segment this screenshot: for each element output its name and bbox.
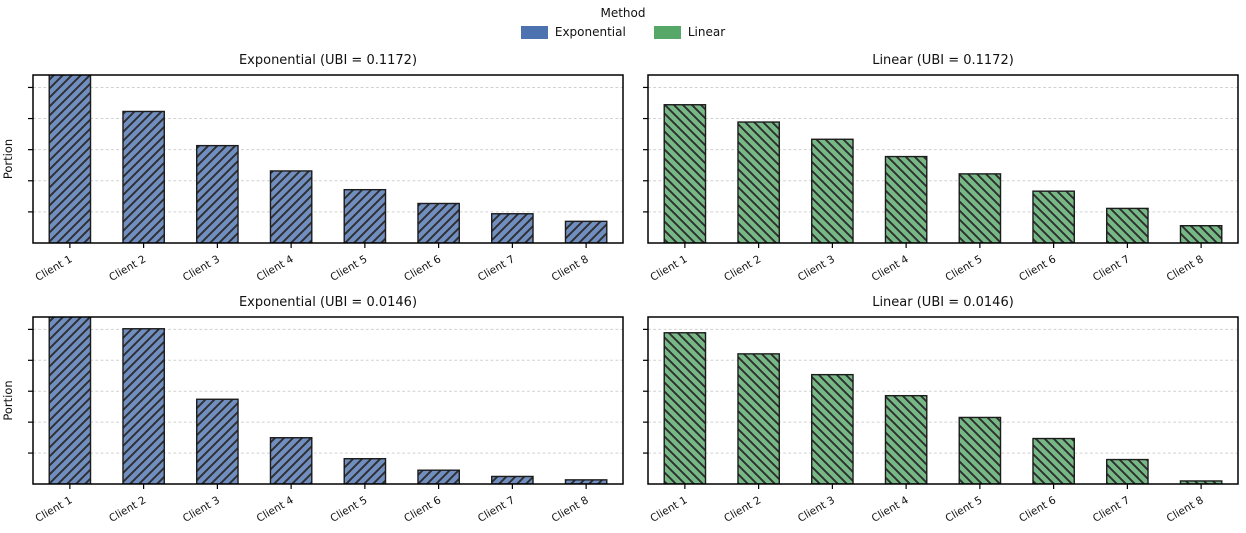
bar-hatch-overlay — [811, 138, 854, 243]
bar-hatch-overlay — [122, 110, 165, 243]
x-tick-label: Client 6 — [402, 494, 443, 525]
legend-label-exponential: Exponential — [554, 25, 626, 39]
x-tick-label: Client 2 — [722, 494, 763, 525]
bars-group — [663, 332, 1223, 484]
x-tick-label: Client 4 — [255, 494, 296, 525]
axes-spines — [647, 74, 1239, 244]
bar-hatch-overlay — [663, 332, 707, 484]
x-tick-label: Client 8 — [1165, 494, 1206, 525]
bar-hatch-overlay — [491, 475, 534, 484]
bar-hatch-overlay — [269, 437, 313, 484]
x-tick-label: Client 2 — [722, 253, 763, 284]
x-tick-label: Client 7 — [1091, 253, 1132, 284]
bar-chart-svg-exponential-ubi-0-1172: Client 1 Client 2 Client 3 Client 4 Client 5… — [1, 53, 624, 284]
bar-hatch-overlay — [564, 220, 608, 243]
bar-hatch-overlay — [269, 170, 313, 243]
bar-hatch-overlay — [1179, 225, 1223, 243]
legend-entries: Exponential Linear — [0, 25, 1246, 39]
y-axis-label: Portion — [1, 139, 15, 179]
chart-title: Exponential (UBI = 0.0146) — [239, 295, 417, 310]
bars-group — [48, 317, 608, 484]
bar-hatch-overlay — [811, 373, 854, 484]
bar-hatch-overlay — [958, 416, 1002, 484]
bar-hatch-overlay — [958, 173, 1002, 243]
x-tick-label: Client 7 — [476, 494, 517, 525]
bar-hatch-overlay — [48, 75, 92, 243]
chart-exponential-ubi-0-1172: Client 1 Client 2 Client 3 Client 4 Client 5… — [0, 48, 635, 285]
x-tick-label: Client 2 — [107, 494, 148, 525]
bar-hatch-overlay — [1106, 207, 1149, 243]
legend-swatch-linear — [653, 25, 681, 39]
y-axis-label: Portion — [1, 380, 15, 420]
x-tick-label: Client 4 — [870, 494, 911, 525]
legend-item-exponential: Exponential — [520, 25, 626, 39]
bar-chart-svg-linear-ubi-0-1172: Client 1 Client 2 Client 3 Client 4 Client 5… — [643, 53, 1239, 284]
bar-hatch-overlay — [564, 479, 608, 484]
x-tick-label: Client 8 — [550, 253, 591, 284]
bar-hatch-overlay — [1106, 458, 1149, 484]
legend-swatch-exponential — [520, 25, 548, 39]
legend: Method Exponential Linear — [0, 6, 1246, 39]
bar-hatch-overlay — [1032, 190, 1075, 243]
x-tick-label: Client 3 — [181, 253, 222, 284]
x-tick-label: Client 5 — [328, 494, 369, 525]
x-tick-label: Client 1 — [33, 253, 74, 284]
chart-linear-ubi-0-1172: Client 1 Client 2 Client 3 Client 4 Client 5… — [635, 48, 1246, 285]
bar-hatch-overlay — [884, 394, 928, 484]
bar-hatch-overlay — [48, 317, 92, 484]
bar-hatch-overlay — [343, 458, 387, 484]
x-tick-label: Client 4 — [255, 253, 296, 284]
x-tick-label: Client 5 — [943, 494, 984, 525]
bar-hatch-overlay — [196, 398, 239, 484]
bar-hatch-overlay — [1032, 437, 1075, 484]
x-tick-label: Client 5 — [328, 253, 369, 284]
bar-hatch-overlay — [737, 353, 780, 484]
x-tick-label: Client 3 — [796, 253, 837, 284]
bar-hatch-overlay — [196, 144, 239, 243]
x-tick-label: Client 5 — [943, 253, 984, 284]
axes-spines — [32, 316, 624, 485]
x-tick-label: Client 8 — [1165, 253, 1206, 284]
bar-hatch-overlay — [417, 469, 460, 484]
axes-spines — [647, 316, 1239, 485]
x-tick-label: Client 3 — [181, 494, 222, 525]
bar-hatch-overlay — [491, 213, 534, 243]
bar-hatch-overlay — [884, 155, 928, 243]
x-tick-label: Client 1 — [648, 253, 689, 284]
bar-hatch-overlay — [737, 121, 780, 243]
chart-title: Linear (UBI = 0.0146) — [872, 295, 1014, 310]
x-tick-label: Client 6 — [402, 253, 443, 284]
x-tick-label: Client 3 — [796, 494, 837, 525]
bar-hatch-overlay — [122, 328, 165, 484]
chart-exponential-ubi-0-0146: Client 1 Client 2 Client 3 Client 4 Client 5… — [0, 290, 635, 533]
chart-title: Exponential (UBI = 0.1172) — [239, 53, 417, 68]
legend-item-linear: Linear — [653, 25, 726, 39]
bar-chart-svg-exponential-ubi-0-0146: Client 1 Client 2 Client 3 Client 4 Client 5… — [1, 295, 624, 525]
legend-title: Method — [600, 6, 646, 20]
x-tick-label: Client 1 — [33, 494, 74, 525]
bars-group — [663, 104, 1223, 243]
bar-hatch-overlay — [343, 188, 387, 243]
chart-title: Linear (UBI = 0.1172) — [872, 53, 1014, 68]
x-tick-label: Client 7 — [476, 253, 517, 284]
x-tick-label: Client 1 — [648, 494, 689, 525]
x-tick-label: Client 2 — [107, 253, 148, 284]
bar-hatch-overlay — [417, 202, 460, 243]
chart-linear-ubi-0-0146: Client 1 Client 2 Client 3 Client 4 Client 5… — [635, 290, 1246, 533]
bars-group — [48, 75, 608, 243]
x-tick-label: Client 8 — [550, 494, 591, 525]
bar-hatch-overlay — [663, 104, 707, 243]
x-tick-label: Client 4 — [870, 253, 911, 284]
x-tick-label: Client 6 — [1017, 253, 1058, 284]
bar-chart-svg-linear-ubi-0-0146: Client 1 Client 2 Client 3 Client 4 Client 5… — [643, 295, 1239, 525]
x-tick-label: Client 6 — [1017, 494, 1058, 525]
axes-spines — [32, 74, 624, 244]
x-tick-label: Client 7 — [1091, 494, 1132, 525]
legend-label-linear: Linear — [687, 25, 726, 39]
